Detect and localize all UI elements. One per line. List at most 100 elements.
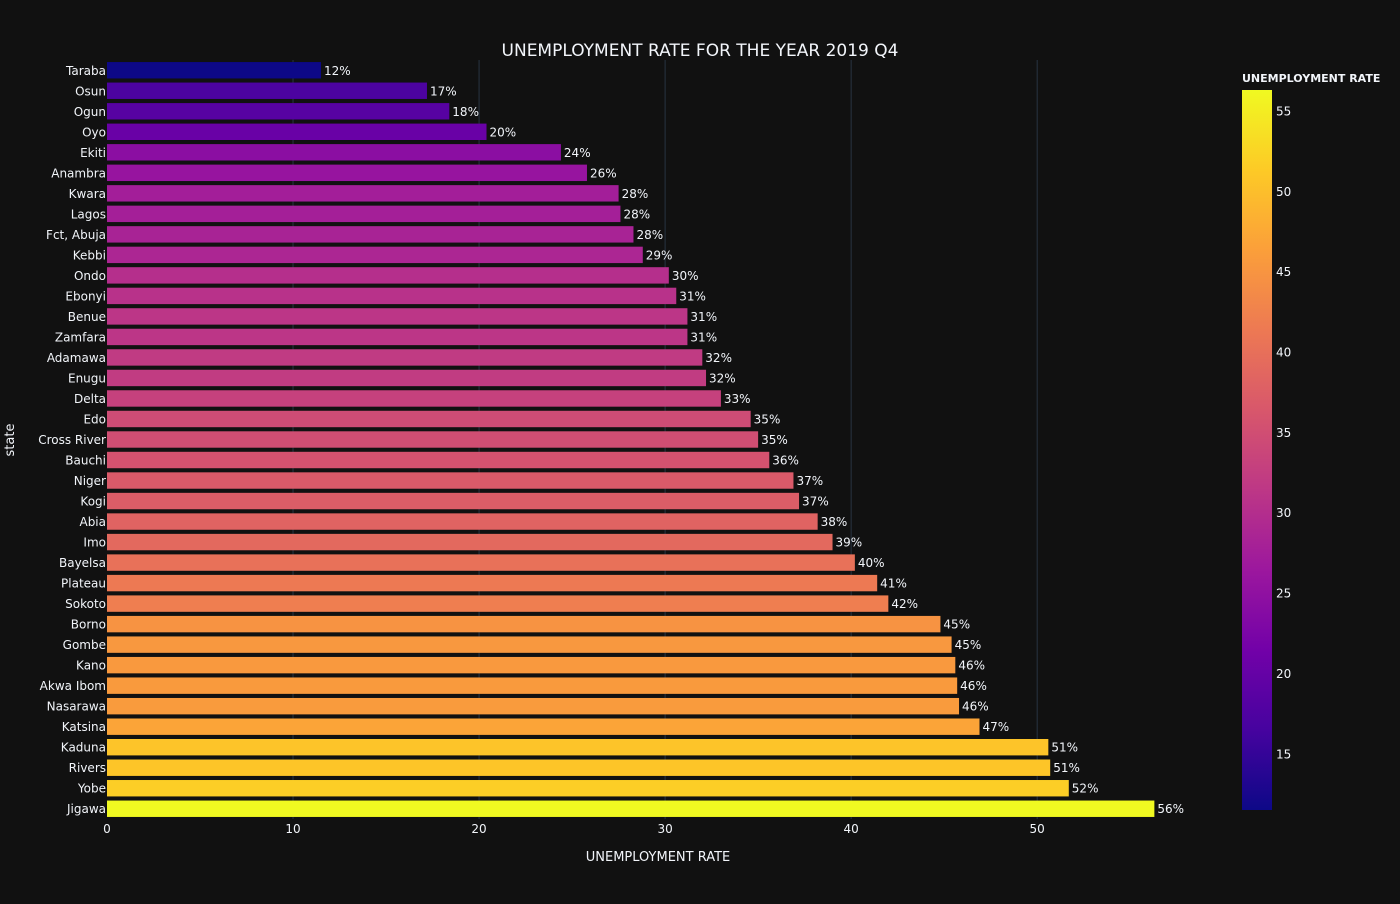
bar <box>107 636 952 653</box>
data-label: 41% <box>880 577 907 591</box>
bar <box>107 451 770 469</box>
colorbar-tick-label: 40 <box>1276 345 1291 359</box>
data-label: 28% <box>623 207 650 221</box>
data-label: 56% <box>1157 802 1184 816</box>
y-tick-label: Cross River <box>38 433 106 447</box>
data-label: 31% <box>690 310 717 324</box>
y-axis-ticks: Taraba Osun Ogun Oyo Ekiti Anambra Kwara Lagos F… <box>38 64 106 816</box>
bar <box>107 349 703 366</box>
bar <box>107 123 487 141</box>
y-tick-label: Ebonyi <box>65 289 106 303</box>
y-tick-label: Kebbi <box>73 248 106 262</box>
colorbar-tick-label: 45 <box>1276 265 1291 279</box>
bar <box>107 62 321 79</box>
y-tick-label: Kano <box>76 659 106 673</box>
y-axis-title: state <box>3 424 18 457</box>
x-axis-title: UNEMPLOYMENT RATE <box>586 850 731 865</box>
data-label: 35% <box>754 412 781 426</box>
data-label: 46% <box>958 659 985 673</box>
data-label: 33% <box>724 392 751 406</box>
data-label: 32% <box>705 351 732 365</box>
y-tick-label: Bauchi <box>65 454 106 468</box>
y-tick-label: Sokoto <box>65 597 106 611</box>
bar <box>107 369 707 387</box>
y-tick-label: Ogun <box>74 105 106 119</box>
y-tick-label: Nasarawa <box>47 700 106 714</box>
data-label: 17% <box>430 84 457 98</box>
x-axis-ticks: 0 10 20 30 40 50 <box>103 822 1045 836</box>
data-label: 32% <box>709 371 736 385</box>
bar <box>107 533 833 551</box>
colorbar-tick-label: 55 <box>1276 104 1291 118</box>
bar <box>107 718 980 735</box>
y-tick-label: Lagos <box>71 207 106 221</box>
bar <box>107 759 1051 776</box>
data-label: 31% <box>690 330 717 344</box>
data-label: 46% <box>960 679 987 693</box>
y-tick-label: Kwara <box>69 187 106 201</box>
data-label: 51% <box>1053 761 1080 775</box>
y-tick-label: Bayelsa <box>59 556 106 570</box>
data-label: 39% <box>836 536 863 550</box>
bar <box>107 492 800 510</box>
x-tick-label: 10 <box>285 822 300 836</box>
y-tick-label: Plateau <box>61 577 106 591</box>
x-tick-label: 30 <box>657 822 672 836</box>
bar <box>107 390 721 407</box>
data-label: 42% <box>891 597 918 611</box>
colorbar: UNEMPLOYMENT RATE 15 20 25 30 35 40 45 50 55 <box>1242 72 1380 810</box>
x-tick-label: 40 <box>843 822 858 836</box>
bar <box>107 554 855 571</box>
y-tick-label: Osun <box>75 84 106 98</box>
bar <box>107 144 561 161</box>
y-tick-label: Adamawa <box>47 351 106 365</box>
bar <box>107 677 958 694</box>
bar <box>107 738 1049 756</box>
chart-title: UNEMPLOYMENT RATE FOR THE YEAR 2019 Q4 <box>502 41 899 61</box>
bar <box>107 780 1069 797</box>
x-tick-label: 50 <box>1030 822 1045 836</box>
bars <box>107 62 1155 817</box>
y-tick-label: Abia <box>79 515 106 529</box>
data-label: 37% <box>796 474 823 488</box>
bar <box>107 205 621 223</box>
bar <box>107 513 818 530</box>
bar <box>107 656 956 674</box>
bar <box>107 267 669 284</box>
y-tick-label: Oyo <box>82 125 106 139</box>
colorbar-tick-label: 25 <box>1276 587 1291 601</box>
bar <box>107 308 688 325</box>
x-tick-label: 20 <box>471 822 486 836</box>
data-label: 26% <box>590 166 617 180</box>
data-label: 30% <box>672 269 699 283</box>
data-label: 45% <box>955 638 982 652</box>
y-tick-label: Ekiti <box>80 146 106 160</box>
y-tick-label: Gombe <box>63 638 106 652</box>
data-label: 47% <box>983 720 1010 734</box>
colorbar-tick-label: 35 <box>1276 426 1291 440</box>
bar <box>107 246 643 264</box>
y-tick-label: Benue <box>68 310 106 324</box>
bar <box>107 328 688 346</box>
data-label: 12% <box>324 64 351 78</box>
y-tick-label: Niger <box>74 474 106 488</box>
data-label: 36% <box>772 454 799 468</box>
data-label: 35% <box>761 433 788 447</box>
y-tick-label: Ondo <box>74 269 106 283</box>
data-label: 20% <box>490 125 517 139</box>
y-tick-label: Jigawa <box>66 802 106 816</box>
colorbar-tick-label: 15 <box>1276 747 1291 761</box>
y-tick-label: Imo <box>83 536 106 550</box>
y-tick-label: Kaduna <box>61 741 106 755</box>
data-label: 37% <box>802 495 829 509</box>
y-tick-label: Anambra <box>51 166 106 180</box>
bar <box>107 574 878 592</box>
y-tick-label: Taraba <box>65 64 106 78</box>
data-labels: 12% 17% 18% 20% 24% 26% 28% 28% 28% 29% 30% 31% 31% 3… <box>324 64 1184 816</box>
data-label: 51% <box>1051 741 1078 755</box>
bar <box>107 287 677 305</box>
data-label: 31% <box>679 289 706 303</box>
data-label: 24% <box>564 146 591 160</box>
bar <box>107 226 634 243</box>
